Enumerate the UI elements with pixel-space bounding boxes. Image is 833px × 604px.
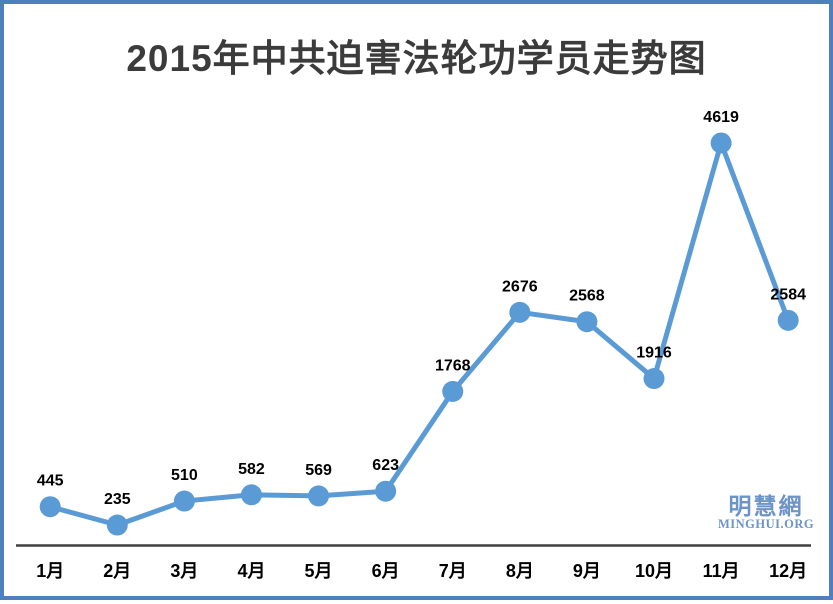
data-point-marker xyxy=(375,480,397,502)
chart-title: 2015年中共迫害法轮功学员走势图 xyxy=(126,38,707,79)
x-axis-tick-label: 11月 xyxy=(703,561,740,581)
data-point-label: 445 xyxy=(37,473,64,490)
data-point-marker xyxy=(710,132,732,154)
watermark-site-text: MINGHUI.ORG xyxy=(717,517,815,532)
data-point-label: 2676 xyxy=(502,278,538,295)
data-point-marker xyxy=(442,380,464,402)
x-axis-tick-label: 1月 xyxy=(36,561,64,581)
watermark-chinese-text: 明慧網 xyxy=(728,493,804,519)
data-point-marker xyxy=(39,496,61,518)
data-point-marker xyxy=(509,301,531,323)
x-axis-tick-label: 12月 xyxy=(769,561,807,581)
x-axis-tick-label: 7月 xyxy=(439,561,467,581)
data-point-label: 2568 xyxy=(569,288,605,305)
data-point-label: 623 xyxy=(372,457,399,474)
trend-line xyxy=(47,140,791,528)
x-axis-tick-label: 3月 xyxy=(170,561,198,581)
data-point-marker xyxy=(777,309,799,331)
data-point-marker xyxy=(240,484,262,506)
data-point-label: 569 xyxy=(305,462,332,479)
data-point-marker xyxy=(308,485,330,507)
data-point-marker xyxy=(173,490,195,512)
data-point-marker xyxy=(643,368,665,390)
x-axis-tick-label: 6月 xyxy=(372,561,400,581)
data-point-label: 582 xyxy=(238,461,265,478)
x-axis-tick-label: 2月 xyxy=(103,561,131,581)
data-point-marker xyxy=(106,514,128,536)
data-point-label: 1768 xyxy=(435,357,471,374)
data-point-label: 235 xyxy=(104,491,131,508)
x-axis-tick-label: 10月 xyxy=(635,561,673,581)
trend-line-chart: 445 1月 235 2月 510 3月 582 4月 569 5月 623 6月 1768 7月 2676… xyxy=(16,109,811,581)
x-axis-tick-label: 9月 xyxy=(573,561,601,581)
x-axis-tick-label: 8月 xyxy=(506,561,534,581)
minghui-watermark: 明慧網 MINGHUI.ORG xyxy=(716,494,816,531)
x-axis-tick-label: 4月 xyxy=(237,561,265,581)
data-point-label: 510 xyxy=(171,467,198,484)
data-point-label: 2584 xyxy=(770,286,806,303)
x-axis-tick-label: 5月 xyxy=(305,561,333,581)
data-point-label: 4619 xyxy=(703,109,739,126)
data-point-label: 1916 xyxy=(636,345,672,362)
data-point-marker xyxy=(576,311,598,333)
